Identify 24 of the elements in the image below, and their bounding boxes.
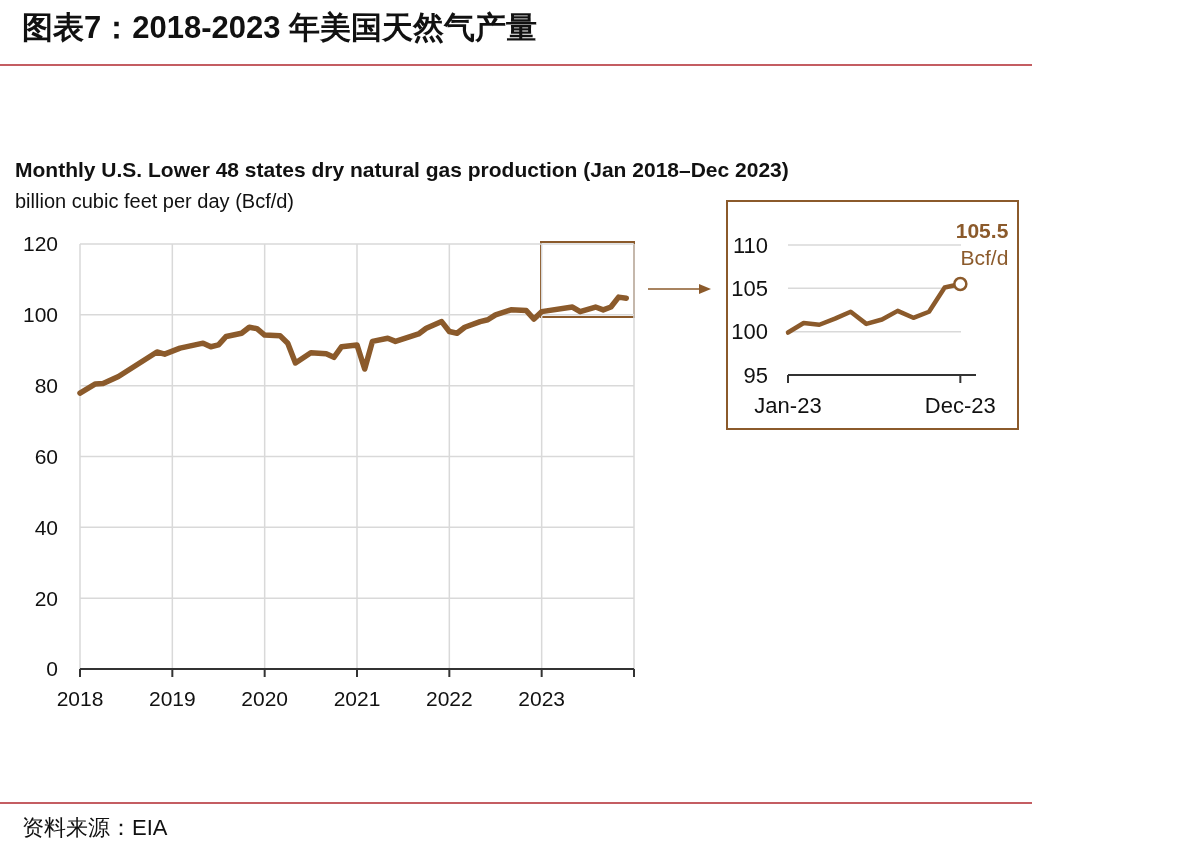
y-tick-label: 60: [34, 444, 58, 468]
x-tick-label: 2022: [425, 687, 473, 710]
chart-title: 图表7：2018-2023 年美国天然气产量: [22, 10, 538, 45]
x-tick-label: 2018: [56, 687, 104, 710]
y-axis-title: billion cubic feet per day (Bcf/d): [15, 190, 295, 212]
chart-subtitle: Monthly U.S. Lower 48 states dry natural gas production (Jan 2018–Dec 2023): [15, 158, 789, 181]
text: 资料来源：EIA: [22, 815, 168, 840]
y-tick-label: 20: [34, 586, 58, 610]
y-tick-label: 105: [731, 276, 768, 302]
x-tick-label: 2020: [241, 687, 289, 710]
x-tick-label: 2021: [333, 687, 381, 710]
y-tick-label: 0: [46, 657, 58, 681]
y-tick-label: 80: [34, 374, 58, 398]
y-tick-label: 110: [732, 232, 768, 258]
x-tick-label: 2019: [148, 687, 196, 710]
x-tick-label: Jan-23: [754, 393, 822, 418]
x-tick-label: Dec-23: [924, 393, 996, 418]
y-tick-label: 40: [34, 515, 58, 539]
y-tick-label: 95: [743, 362, 768, 388]
y-tick-label: 120: [22, 232, 58, 256]
y-tick-label: 100: [731, 319, 768, 345]
y-tick-label: 100: [22, 303, 58, 327]
x-tick-label: 2023: [518, 687, 566, 710]
annotation: 105.5 Bcf/d: [955, 219, 1009, 269]
